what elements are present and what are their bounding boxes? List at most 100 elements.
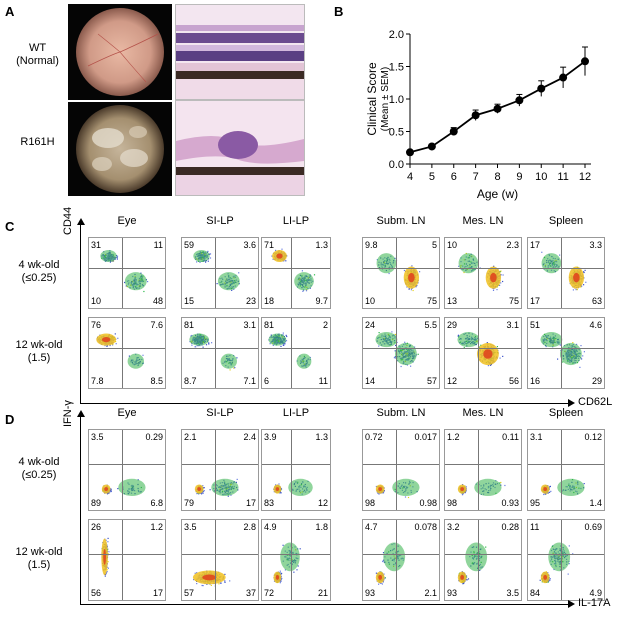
row-label: 12 wk-old (1.5) xyxy=(8,546,70,572)
gate-line-vertical xyxy=(291,520,293,600)
gate-line-vertical xyxy=(560,238,562,308)
quadrant-value-lr: 57 xyxy=(426,376,437,386)
gate-line-horizontal xyxy=(89,348,165,350)
flow-plot-density xyxy=(189,333,238,371)
gate-line-horizontal xyxy=(363,464,439,466)
flow-plot-density xyxy=(101,537,110,577)
gate-line-horizontal xyxy=(528,464,604,466)
chart-x-tick-label: 10 xyxy=(535,171,547,183)
quadrant-value-ur: 3.6 xyxy=(243,240,256,250)
chart-point xyxy=(581,57,589,66)
quadrant-value-lr: 37 xyxy=(245,588,256,598)
gate-line-horizontal xyxy=(89,268,165,270)
quadrant-value-ur: 0.28 xyxy=(501,522,519,532)
quadrant-value-ll: 57 xyxy=(184,588,195,598)
flow-plot: 3.1 0.12 95 1.4 xyxy=(527,429,605,511)
gate-line-vertical xyxy=(121,318,123,388)
gate-line-horizontal xyxy=(182,554,258,556)
flow-plot: 10 2.3 13 75 xyxy=(444,237,522,309)
quadrant-value-ur: 2.3 xyxy=(506,240,519,250)
quadrant-value-lr: 17 xyxy=(152,588,163,598)
flow-plot-density xyxy=(273,542,301,584)
quadrant-value-lr: 2.1 xyxy=(424,588,437,598)
gate-line-horizontal xyxy=(89,464,165,466)
flow-plot: 0.72 0.017 98 0.98 xyxy=(362,429,440,511)
gate-line-horizontal xyxy=(262,268,330,270)
quadrant-value-ll: 10 xyxy=(365,296,376,306)
quadrant-value-ul: 51 xyxy=(530,320,541,330)
flow-plot-density xyxy=(194,478,239,497)
flow-plot: 71 1.3 18 9.7 xyxy=(261,237,331,309)
y-axis-arrowhead xyxy=(77,218,85,225)
flow-plot-density xyxy=(375,478,420,499)
quadrant-value-lr: 75 xyxy=(508,296,519,306)
quadrant-value-ur: 7.6 xyxy=(150,320,163,330)
quadrant-value-ur: 1.3 xyxy=(315,240,328,250)
quadrant-value-ll: 6 xyxy=(264,376,270,386)
flow-plot: 2.1 2.4 79 17 xyxy=(181,429,259,511)
flow-plot: 81 2 6 11 xyxy=(261,317,331,389)
chart-x-tick-label: 6 xyxy=(451,171,457,183)
quadrant-value-ul: 4.9 xyxy=(264,522,277,532)
histology-image-wt xyxy=(175,4,305,100)
row-label-score: (1.5) xyxy=(27,352,51,364)
flow-plot: 1.2 0.11 98 0.93 xyxy=(444,429,522,511)
column-header-si-lp: SI-LP xyxy=(206,215,234,227)
row-label-score: (≤0.25) xyxy=(21,469,57,481)
gate-line-vertical xyxy=(477,520,479,600)
flow-plot: 3.9 1.3 83 12 xyxy=(261,429,331,511)
flow-plot: 4.9 1.8 72 21 xyxy=(261,519,331,601)
quadrant-value-ul: 3.9 xyxy=(264,432,277,442)
quadrant-value-lr: 48 xyxy=(152,296,163,306)
flow-plot-density xyxy=(539,542,574,584)
column-header-li-lp: LI-LP xyxy=(282,215,310,227)
quadrant-value-ul: 2.1 xyxy=(184,432,197,442)
quadrant-value-ur: 2 xyxy=(322,320,328,330)
flow-plot: 3.5 2.8 57 37 xyxy=(181,519,259,601)
x-axis-arrowhead xyxy=(568,399,575,407)
column-header-subm-ln: Subm. LN xyxy=(376,407,426,419)
gate-line-horizontal xyxy=(89,554,165,556)
gate-line-vertical xyxy=(291,238,293,308)
quadrant-value-ur: 0.29 xyxy=(145,432,163,442)
flow-plot: 29 3.1 12 56 xyxy=(444,317,522,389)
quadrant-value-lr: 8.5 xyxy=(150,376,163,386)
flow-plot-density xyxy=(273,478,313,497)
quadrant-value-lr: 23 xyxy=(245,296,256,306)
quadrant-value-ul: 10 xyxy=(447,240,458,250)
flow-plot-density xyxy=(96,333,144,369)
gate-line-vertical xyxy=(560,520,562,600)
quadrant-value-ll: 79 xyxy=(184,498,195,508)
column-header-spleen: Spleen xyxy=(548,215,584,227)
quadrant-value-ul: 3.5 xyxy=(184,522,197,532)
chart-x-tick-label: 8 xyxy=(494,171,500,183)
gate-line-vertical xyxy=(214,238,216,308)
quadrant-value-ul: 17 xyxy=(530,240,541,250)
quadrant-value-ll: 13 xyxy=(447,296,458,306)
quadrant-value-ll: 14 xyxy=(365,376,376,386)
chart-x-tick-label: 9 xyxy=(516,171,522,183)
quadrant-value-ur: 0.017 xyxy=(414,432,437,442)
gate-line-horizontal xyxy=(182,268,258,270)
gate-line-horizontal xyxy=(445,268,521,270)
quadrant-value-lr: 6.8 xyxy=(150,498,163,508)
gate-line-vertical xyxy=(214,318,216,388)
flow-plot-density xyxy=(101,478,146,497)
quadrant-value-ll: 15 xyxy=(184,296,195,306)
gate-line-horizontal xyxy=(182,464,258,466)
row-label-score: (≤0.25) xyxy=(21,272,57,284)
chart-point xyxy=(471,111,480,120)
flow-plot-density xyxy=(192,570,231,587)
quadrant-value-ll: 98 xyxy=(365,498,376,508)
gate-line-horizontal xyxy=(262,348,330,350)
gate-line-vertical xyxy=(395,238,397,308)
quadrant-value-lr: 0.98 xyxy=(419,498,437,508)
panel-d-letter: D xyxy=(5,412,15,427)
quadrant-value-ul: 9.8 xyxy=(365,240,378,250)
quadrant-value-ll: 18 xyxy=(264,296,275,306)
chart-x-tick-label: 12 xyxy=(579,171,591,183)
quadrant-value-ll: 72 xyxy=(264,588,275,598)
flow-plot-density xyxy=(540,478,585,497)
column-header-spleen: Spleen xyxy=(548,407,584,419)
gate-line-horizontal xyxy=(445,554,521,556)
